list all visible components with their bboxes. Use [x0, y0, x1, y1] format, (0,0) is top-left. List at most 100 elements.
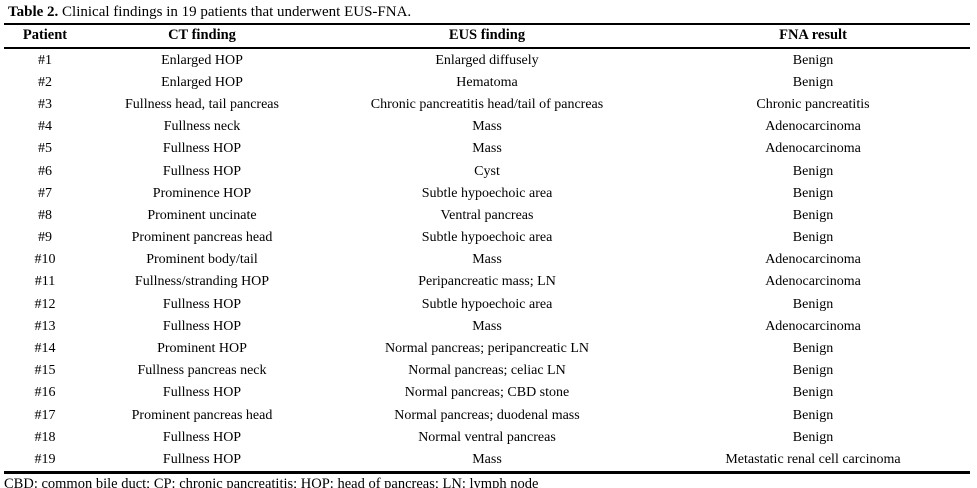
- patient-cell: #1: [38, 52, 52, 68]
- fna-result-cell: Benign: [792, 407, 834, 423]
- ct-finding-cell: Prominent pancreas head: [131, 407, 273, 423]
- fna-result-cell: Adenocarcinoma: [765, 318, 861, 334]
- ct-finding-cell: Prominent HOP: [157, 341, 247, 357]
- eus-finding-cell: Peripancreatic mass; LN: [418, 274, 556, 290]
- ct-finding-cell: Prominent body/tail: [146, 252, 258, 268]
- patient-cell: #14: [34, 341, 56, 357]
- table-row: #8 Prominent uncinate Ventral pancreas B…: [4, 204, 970, 226]
- table-row: #7 Prominence HOP Subtle hypoechoic area…: [4, 182, 970, 204]
- table-row: #14 Prominent HOP Normal pancreas; perip…: [4, 337, 970, 359]
- table-row: #10 Prominent body/tail Mass Adenocarcin…: [4, 249, 970, 271]
- ct-finding-cell: Prominence HOP: [152, 185, 252, 201]
- table-title-text: Clinical findings in 19 patients that un…: [58, 4, 412, 20]
- ct-finding-cell: Fullness HOP: [162, 318, 242, 334]
- eus-finding-cell: Normal pancreas; peripancreatic LN: [384, 341, 590, 357]
- table-row: #13 Fullness HOP Mass Adenocarcinoma: [4, 315, 970, 337]
- eus-finding-cell: Mass: [472, 119, 502, 135]
- eus-finding-cell: Subtle hypoechoic area: [421, 230, 553, 246]
- eus-finding-cell: Subtle hypoechoic area: [421, 185, 553, 201]
- fna-result-cell: Benign: [792, 52, 834, 68]
- table-footnote: CBD: common bile duct; CP: chronic pancr…: [4, 475, 539, 488]
- table-title: Table 2. Clinical findings in 19 patient…: [4, 2, 973, 22]
- fna-result-cell: Benign: [792, 74, 834, 90]
- ct-finding-cell: Enlarged HOP: [161, 74, 243, 90]
- ct-finding-cell: Fullness/stranding HOP: [134, 274, 270, 290]
- fna-result-cell: Benign: [792, 207, 834, 223]
- ct-finding-cell: Fullness head, tail pancreas: [125, 96, 279, 112]
- fna-result-cell: Adenocarcinoma: [765, 141, 861, 157]
- table-title-label: Table 2.: [8, 4, 59, 20]
- ct-finding-cell: Fullness HOP: [162, 451, 242, 467]
- eus-finding-cell: Mass: [472, 451, 502, 467]
- patient-cell: #13: [34, 318, 56, 334]
- table-row: #15 Fullness pancreas neck Normal pancre…: [4, 360, 970, 382]
- table-row: #1 Enlarged HOP Enlarged diffusely Benig…: [4, 48, 970, 71]
- eus-finding-cell: Subtle hypoechoic area: [421, 296, 553, 312]
- patient-cell: #5: [38, 141, 52, 157]
- ct-finding-cell: Fullness HOP: [162, 385, 242, 401]
- patient-cell: #6: [38, 163, 52, 179]
- eus-finding-cell: Hematoma: [456, 74, 518, 90]
- patient-cell: #7: [38, 185, 52, 201]
- eus-finding-cell: Normal pancreas; CBD stone: [404, 385, 570, 401]
- fna-result-cell: Metastatic renal cell carcinoma: [725, 451, 901, 467]
- table-row: #2 Enlarged HOP Hematoma Benign: [4, 71, 970, 93]
- column-header-fna-result: FNA result: [656, 24, 970, 49]
- table-row: #4 Fullness neck Mass Adenocarcinoma: [4, 116, 970, 138]
- patient-cell: #16: [34, 385, 56, 401]
- column-header-ct-finding: CT finding: [86, 24, 318, 49]
- fna-result-cell: Benign: [792, 163, 834, 179]
- column-header-eus-finding: EUS finding: [318, 24, 656, 49]
- ct-finding-cell: Fullness HOP: [162, 163, 242, 179]
- table-header-row: Patient CT finding EUS finding FNA resul…: [4, 24, 970, 49]
- patient-cell: #17: [34, 407, 56, 423]
- eus-finding-cell: Enlarged diffusely: [435, 52, 539, 68]
- patient-cell: #10: [34, 252, 56, 268]
- ct-finding-cell: Fullness HOP: [162, 429, 242, 445]
- ct-finding-cell: Prominent pancreas head: [131, 230, 273, 246]
- ct-finding-cell: Fullness pancreas neck: [137, 363, 267, 379]
- fna-result-cell: Benign: [792, 385, 834, 401]
- patient-cell: #8: [38, 207, 52, 223]
- fna-result-cell: Benign: [792, 341, 834, 357]
- table-row: #19 Fullness HOP Mass Metastatic renal c…: [4, 448, 970, 472]
- eus-finding-cell: Mass: [472, 141, 502, 157]
- ct-finding-cell: Fullness HOP: [162, 296, 242, 312]
- fna-result-cell: Benign: [792, 429, 834, 445]
- patient-cell: #2: [38, 74, 52, 90]
- fna-result-cell: Benign: [792, 296, 834, 312]
- fna-result-cell: Benign: [792, 185, 834, 201]
- patient-cell: #19: [34, 451, 56, 467]
- ct-finding-cell: Enlarged HOP: [161, 52, 243, 68]
- patient-cell: #18: [34, 429, 56, 445]
- eus-finding-cell: Normal pancreas; celiac LN: [408, 363, 566, 379]
- clinical-findings-table: Patient CT finding EUS finding FNA resul…: [4, 23, 970, 474]
- eus-finding-cell: Normal ventral pancreas: [418, 429, 556, 445]
- fna-result-cell: Benign: [792, 363, 834, 379]
- table-row: #18 Fullness HOP Normal ventral pancreas…: [4, 426, 970, 448]
- fna-result-cell: Adenocarcinoma: [765, 119, 861, 135]
- table-row: #9 Prominent pancreas head Subtle hypoec…: [4, 227, 970, 249]
- patient-cell: #15: [34, 363, 56, 379]
- fna-result-cell: Adenocarcinoma: [765, 252, 861, 268]
- patient-cell: #3: [38, 96, 52, 112]
- table-row: #17 Prominent pancreas head Normal pancr…: [4, 404, 970, 426]
- ct-finding-cell: Fullness HOP: [162, 141, 242, 157]
- patient-cell: #9: [38, 230, 52, 246]
- column-header-patient: Patient: [4, 24, 86, 49]
- fna-result-cell: Benign: [792, 230, 834, 246]
- eus-finding-cell: Mass: [472, 252, 502, 268]
- table-header: Patient CT finding EUS finding FNA resul…: [4, 24, 970, 49]
- table-row: #12 Fullness HOP Subtle hypoechoic area …: [4, 293, 970, 315]
- table-row: #5 Fullness HOP Mass Adenocarcinoma: [4, 138, 970, 160]
- table-row: #11 Fullness/stranding HOP Peripancreati…: [4, 271, 970, 293]
- eus-finding-cell: Ventral pancreas: [440, 207, 534, 223]
- patient-cell: #11: [34, 274, 56, 290]
- fna-result-cell: Adenocarcinoma: [765, 274, 861, 290]
- ct-finding-cell: Prominent uncinate: [147, 207, 257, 223]
- eus-finding-cell: Normal pancreas; duodenal mass: [394, 407, 580, 423]
- eus-finding-cell: Chronic pancreatitis head/tail of pancre…: [370, 96, 604, 112]
- table-row: #3 Fullness head, tail pancreas Chronic …: [4, 93, 970, 115]
- ct-finding-cell: Fullness neck: [163, 119, 241, 135]
